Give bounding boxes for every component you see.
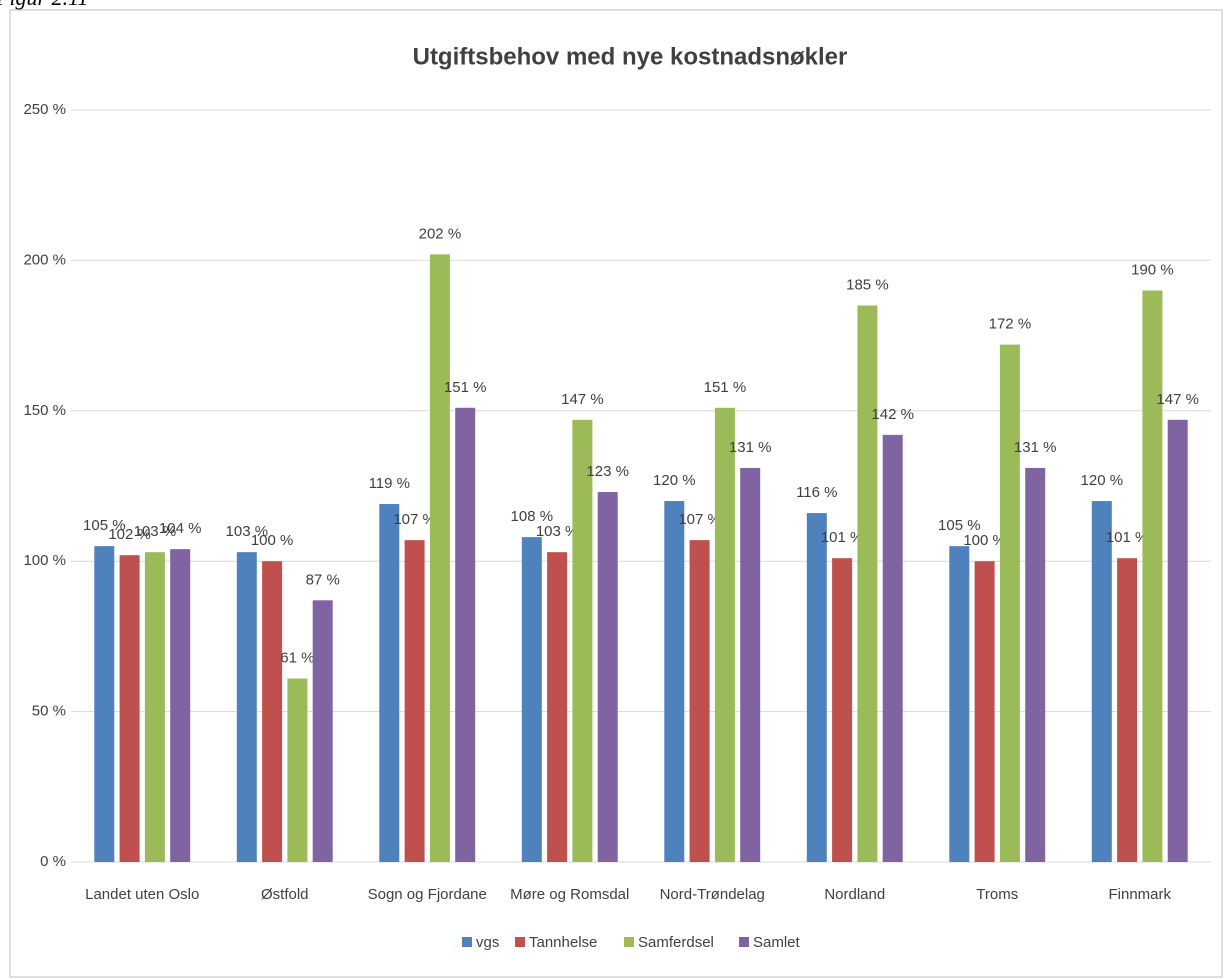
chart-title: Utgiftsbehov med nye kostnadsnøkler [413, 43, 848, 70]
data-label: 105 % [83, 517, 126, 534]
data-label: 107 % [393, 511, 436, 528]
bar [455, 407, 476, 862]
x-tick-label: Landet uten Oslo [85, 886, 199, 903]
bar [404, 540, 425, 862]
bar [597, 492, 618, 862]
legend-label: Samlet [753, 934, 801, 951]
data-label: 147 % [1156, 391, 1199, 408]
bar [379, 504, 400, 862]
data-label: 131 % [729, 439, 772, 456]
bar [521, 537, 542, 862]
bar [429, 254, 450, 862]
legend-swatch [515, 937, 525, 947]
legend-swatch [624, 937, 634, 947]
data-label: 107 % [678, 511, 721, 528]
bar [262, 561, 283, 862]
data-label: 202 % [419, 225, 462, 242]
y-tick-label: 150 % [23, 402, 66, 419]
data-label: 87 % [306, 571, 340, 588]
bar [312, 600, 333, 862]
data-label: 142 % [871, 406, 914, 423]
x-tick-label: Østfold [261, 886, 309, 903]
bar [974, 561, 995, 862]
data-label: 100 % [963, 532, 1006, 549]
data-label: 123 % [586, 463, 629, 480]
data-label: 116 % [796, 484, 837, 501]
data-label: 147 % [561, 391, 604, 408]
bar [1142, 290, 1163, 863]
x-tick-label: Nord-Trøndelag [660, 886, 765, 903]
bar [572, 419, 593, 862]
bar [999, 344, 1020, 862]
data-label: 108 % [511, 508, 554, 525]
x-tick-label: Møre og Romsdal [510, 886, 629, 903]
x-tick-label: Nordland [824, 886, 885, 903]
bar [740, 467, 761, 862]
x-tick-label: Troms [976, 886, 1018, 903]
legend-swatch [739, 937, 749, 947]
legend-label: Samferdsel [638, 934, 714, 951]
data-label: 151 % [704, 379, 747, 396]
bar [170, 549, 191, 862]
bar [832, 558, 853, 862]
data-label: 100 % [251, 532, 294, 549]
data-label: 190 % [1131, 261, 1174, 278]
y-tick-label: 250 % [23, 101, 66, 118]
data-label: 185 % [846, 276, 889, 293]
y-tick-label: 100 % [23, 552, 66, 569]
data-label: 172 % [989, 316, 1032, 333]
y-tick-label: 0 % [40, 853, 66, 870]
data-label: 120 % [1081, 472, 1124, 489]
data-label: 105 % [938, 517, 981, 534]
bar [1167, 419, 1188, 862]
bar [806, 513, 827, 862]
figure-label: Figur 2.11 [0, 0, 88, 10]
bar [857, 305, 878, 862]
bar [882, 434, 903, 862]
data-label: 131 % [1014, 439, 1057, 456]
bar [94, 546, 115, 862]
x-tick-label: Finnmark [1108, 886, 1171, 903]
data-label: 101 % [821, 529, 864, 546]
data-label: 101 % [1106, 529, 1149, 546]
x-tick-label: Sogn og Fjordane [368, 886, 487, 903]
bar [1091, 501, 1112, 862]
y-tick-label: 50 % [32, 703, 66, 720]
data-label: 103 % [226, 523, 269, 540]
data-label: 61 % [280, 649, 314, 666]
data-label: 119 % [369, 475, 410, 492]
data-label: 103 % [134, 523, 177, 540]
bar [714, 407, 735, 862]
data-label: 104 % [159, 520, 202, 537]
bar [689, 540, 710, 862]
bar [664, 501, 685, 862]
legend-label: vgs [476, 934, 499, 951]
legend-label: Tannhelse [529, 934, 597, 951]
y-tick-label: 200 % [23, 251, 66, 268]
data-label: 151 % [444, 379, 487, 396]
bar [236, 552, 257, 862]
data-label: 103 % [536, 523, 579, 540]
bar [1117, 558, 1138, 862]
bar [1025, 467, 1046, 862]
bar [144, 552, 165, 862]
data-label: 102 % [108, 526, 151, 543]
bar [547, 552, 568, 862]
bar [287, 678, 308, 862]
data-label: 120 % [653, 472, 696, 489]
bar [949, 546, 970, 862]
legend-swatch [462, 937, 472, 947]
bar [119, 555, 140, 862]
